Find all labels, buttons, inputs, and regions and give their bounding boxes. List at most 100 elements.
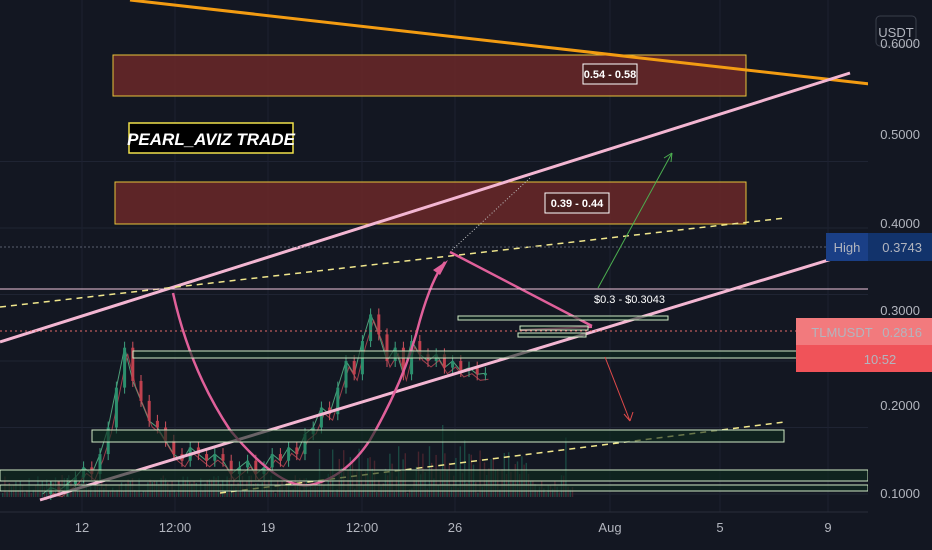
volume-bar — [501, 469, 503, 497]
volume-bar — [272, 491, 274, 497]
x-tick-label: 12:00 — [159, 520, 192, 535]
x-tick-label: 12 — [75, 520, 89, 535]
channel-lower-line — [39, 246, 869, 502]
candle-body — [221, 454, 225, 461]
resistance-zone-2 — [114, 181, 747, 225]
volume-bar — [356, 471, 358, 497]
volume-bar — [114, 490, 116, 497]
high-value-text: 0.3743 — [882, 240, 922, 255]
volume-bar — [2, 493, 4, 497]
zone-label-box-2 — [544, 192, 610, 214]
candle-body — [114, 387, 118, 428]
volume-bar — [567, 486, 569, 497]
bullish-arrow-head — [663, 152, 673, 163]
support-zone-6 — [0, 469, 869, 482]
volume-bar — [266, 488, 268, 497]
volume-bar — [197, 491, 200, 497]
volume-bar — [446, 470, 448, 497]
volume-bar — [279, 487, 281, 497]
volume-bar — [543, 488, 545, 497]
volume-bar — [87, 488, 90, 497]
volume-bar — [536, 490, 538, 497]
high-label-tag — [826, 233, 868, 261]
volume-bar — [499, 489, 501, 497]
volume-bar — [569, 489, 571, 497]
candle-body — [278, 454, 282, 461]
candle-body — [213, 454, 217, 461]
candle-body — [442, 354, 446, 368]
volume-bar — [406, 492, 409, 497]
support-zone-2 — [519, 325, 589, 331]
candle-body — [401, 347, 405, 375]
candle-body — [229, 460, 233, 475]
candle-body — [98, 454, 102, 475]
volume-bar — [103, 487, 105, 497]
candle-body — [369, 314, 373, 342]
volume-bar — [494, 470, 497, 497]
volume-bar — [538, 486, 541, 497]
cup-arrow-head — [433, 260, 448, 275]
y-tick-partial: 0.6000 — [880, 36, 920, 51]
volume-bar — [283, 491, 285, 497]
zone-label-1: 0.54 - 0.58 — [584, 69, 637, 81]
volume-bar — [259, 491, 261, 497]
volume-bar — [290, 489, 292, 497]
x-tick-label: Aug — [598, 520, 621, 535]
zone-label-box-1 — [582, 63, 638, 85]
x-tick-label: 26 — [448, 520, 462, 535]
volume-bar — [173, 489, 175, 497]
volume-bar — [354, 488, 356, 497]
currency-button-label: USDT — [878, 25, 913, 40]
volume-bar — [376, 491, 378, 497]
zone-label-2: 0.39 - 0.44 — [551, 198, 604, 210]
volume-bar — [112, 487, 114, 497]
volume-bar — [6, 491, 8, 497]
high-label-text: High — [834, 240, 861, 255]
candle-body — [246, 460, 250, 468]
volume-bar — [175, 492, 178, 497]
volume-bar — [400, 470, 402, 497]
countdown-label: 10:52 — [864, 352, 897, 367]
support-zone-1 — [457, 315, 669, 321]
symbol-price-row — [796, 318, 932, 345]
volume-bar — [334, 492, 336, 497]
volume-bar — [380, 486, 382, 497]
volume-bar — [30, 492, 32, 497]
y-tick-label: 0.2000 — [880, 398, 920, 413]
volume-bar — [301, 490, 303, 497]
volume-bar — [26, 489, 28, 497]
candle-body — [139, 380, 143, 401]
volume-bar — [134, 489, 136, 497]
volume-bar — [409, 489, 411, 497]
candle-body — [385, 334, 389, 361]
support-zone-4 — [132, 350, 866, 359]
candle-body — [155, 420, 159, 428]
candle-body — [336, 387, 340, 415]
y-tick-label: 0.3000 — [880, 303, 920, 318]
volume-bar — [140, 492, 142, 497]
brand-label: PEARL_AVIZ TRADE — [127, 130, 295, 149]
candle-body — [172, 440, 176, 455]
support-zone-7 — [0, 484, 869, 492]
volume-bar — [325, 489, 327, 497]
candle-body — [352, 361, 356, 375]
volume-bar — [307, 489, 310, 497]
x-tick-label: 19 — [261, 520, 275, 535]
volume-bar — [565, 437, 567, 497]
candle-body — [147, 400, 151, 421]
candle-body — [205, 454, 209, 461]
volume-bar — [235, 486, 237, 497]
support-zone-3 — [517, 332, 587, 338]
volume-bar — [393, 491, 395, 497]
currency-button[interactable] — [875, 15, 917, 47]
volume-bar — [169, 490, 171, 497]
candle-body — [451, 361, 455, 368]
bullish-arrow — [597, 152, 673, 289]
volume-bar — [107, 490, 109, 497]
candle-body — [459, 361, 463, 371]
x-tick-label: 5 — [716, 520, 723, 535]
candle-body — [131, 347, 135, 381]
volume-bar — [123, 490, 125, 497]
